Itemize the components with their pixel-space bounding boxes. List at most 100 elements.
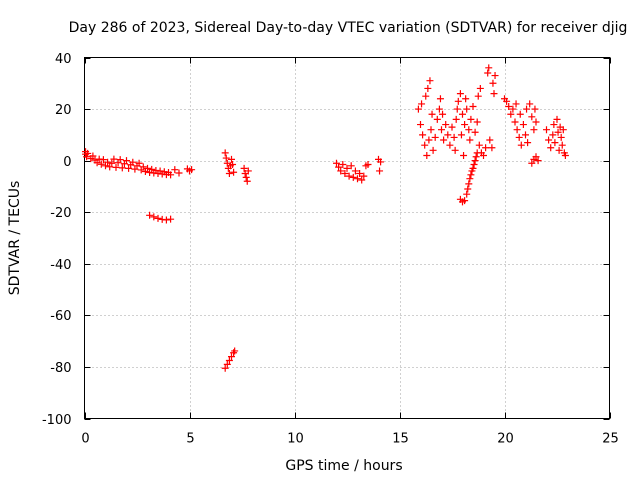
data-point — [435, 105, 443, 113]
data-point — [364, 161, 372, 169]
data-point — [243, 177, 251, 185]
data-point — [531, 105, 539, 113]
data-point — [532, 118, 540, 126]
data-point — [475, 141, 483, 149]
x-tick-label: 5 — [186, 432, 194, 447]
data-point — [528, 159, 536, 167]
data-point — [171, 166, 179, 174]
data-point — [162, 216, 170, 224]
data-point — [360, 172, 368, 180]
data-point — [471, 157, 479, 165]
data-point — [509, 105, 517, 113]
y-tick-label: -80 — [50, 361, 71, 376]
data-point — [118, 164, 126, 172]
data-point — [547, 144, 555, 152]
data-point — [354, 175, 361, 183]
data-point — [472, 153, 480, 161]
data-point — [439, 110, 447, 118]
data-point — [450, 133, 458, 141]
data-point — [505, 102, 513, 110]
axis-ticks: -100 -80 -60 -40 -20 0 20 40 0 5 10 15 20 25 — [42, 52, 619, 447]
data-point — [524, 139, 532, 147]
data-point — [116, 156, 124, 164]
data-point — [428, 110, 436, 118]
data-point — [553, 115, 561, 123]
data-point — [423, 151, 431, 159]
data-point — [490, 90, 498, 98]
data-point — [451, 146, 459, 154]
data-point — [550, 121, 558, 129]
data-point — [167, 215, 175, 223]
data-point — [418, 100, 426, 108]
data-point — [436, 95, 444, 103]
data-point — [225, 170, 233, 178]
data-point — [482, 144, 490, 152]
data-point — [429, 146, 437, 154]
data-point — [339, 161, 347, 169]
data-point — [446, 141, 454, 149]
data-point — [561, 151, 569, 159]
data-point — [417, 121, 424, 129]
data-point — [464, 185, 472, 193]
data-point — [335, 163, 343, 171]
data-point — [476, 84, 484, 92]
data-point — [93, 159, 101, 167]
data-point — [146, 211, 154, 219]
plot-frame — [84, 57, 610, 419]
data-point — [341, 170, 349, 178]
data-point — [463, 190, 471, 198]
data-point — [469, 102, 477, 110]
data-point — [549, 131, 557, 139]
data-point — [454, 97, 462, 105]
data-point — [484, 69, 492, 77]
data-point — [424, 84, 432, 92]
y-tick-label: 40 — [55, 52, 72, 67]
data-point — [486, 136, 494, 144]
data-point — [469, 164, 477, 172]
data-point — [230, 168, 238, 176]
data-point — [466, 136, 474, 144]
data-point — [228, 353, 235, 361]
data-point — [523, 105, 531, 113]
data-point — [106, 163, 114, 171]
data-point — [129, 158, 137, 166]
x-tick-label: 15 — [392, 432, 409, 447]
data-point — [333, 159, 340, 167]
data-point — [456, 90, 464, 98]
data-point — [225, 356, 233, 364]
data-point — [480, 151, 487, 159]
data-point — [221, 149, 229, 157]
data-point — [229, 161, 237, 169]
data-point — [223, 360, 231, 368]
data-point — [343, 164, 351, 172]
data-point — [528, 113, 536, 121]
data-point — [139, 163, 147, 171]
data-point — [453, 105, 461, 113]
data-point — [534, 157, 542, 165]
data-point — [425, 136, 433, 144]
data-point — [358, 176, 366, 184]
data-point — [559, 126, 567, 134]
data-point — [557, 133, 565, 141]
data-point — [99, 156, 107, 164]
data-point — [347, 162, 355, 170]
data-point — [419, 131, 427, 139]
data-point — [466, 175, 474, 183]
data-point — [517, 141, 525, 149]
data-point — [503, 97, 511, 105]
data-point — [491, 72, 499, 80]
data-point — [512, 100, 520, 108]
x-tick-label: 0 — [81, 432, 89, 447]
chart-title: Day 286 of 2023, Sidereal Day-to-day VTE… — [69, 20, 628, 36]
data-point — [448, 123, 456, 131]
data-point — [108, 159, 116, 167]
data-point — [240, 164, 248, 172]
data-point — [474, 92, 482, 100]
data-point — [463, 105, 471, 113]
y-tick-label: 20 — [55, 103, 72, 118]
data-point — [345, 172, 353, 180]
data-point — [83, 153, 91, 161]
data-point — [228, 155, 235, 163]
data-point — [351, 167, 359, 175]
x-tick-label: 10 — [287, 432, 304, 447]
